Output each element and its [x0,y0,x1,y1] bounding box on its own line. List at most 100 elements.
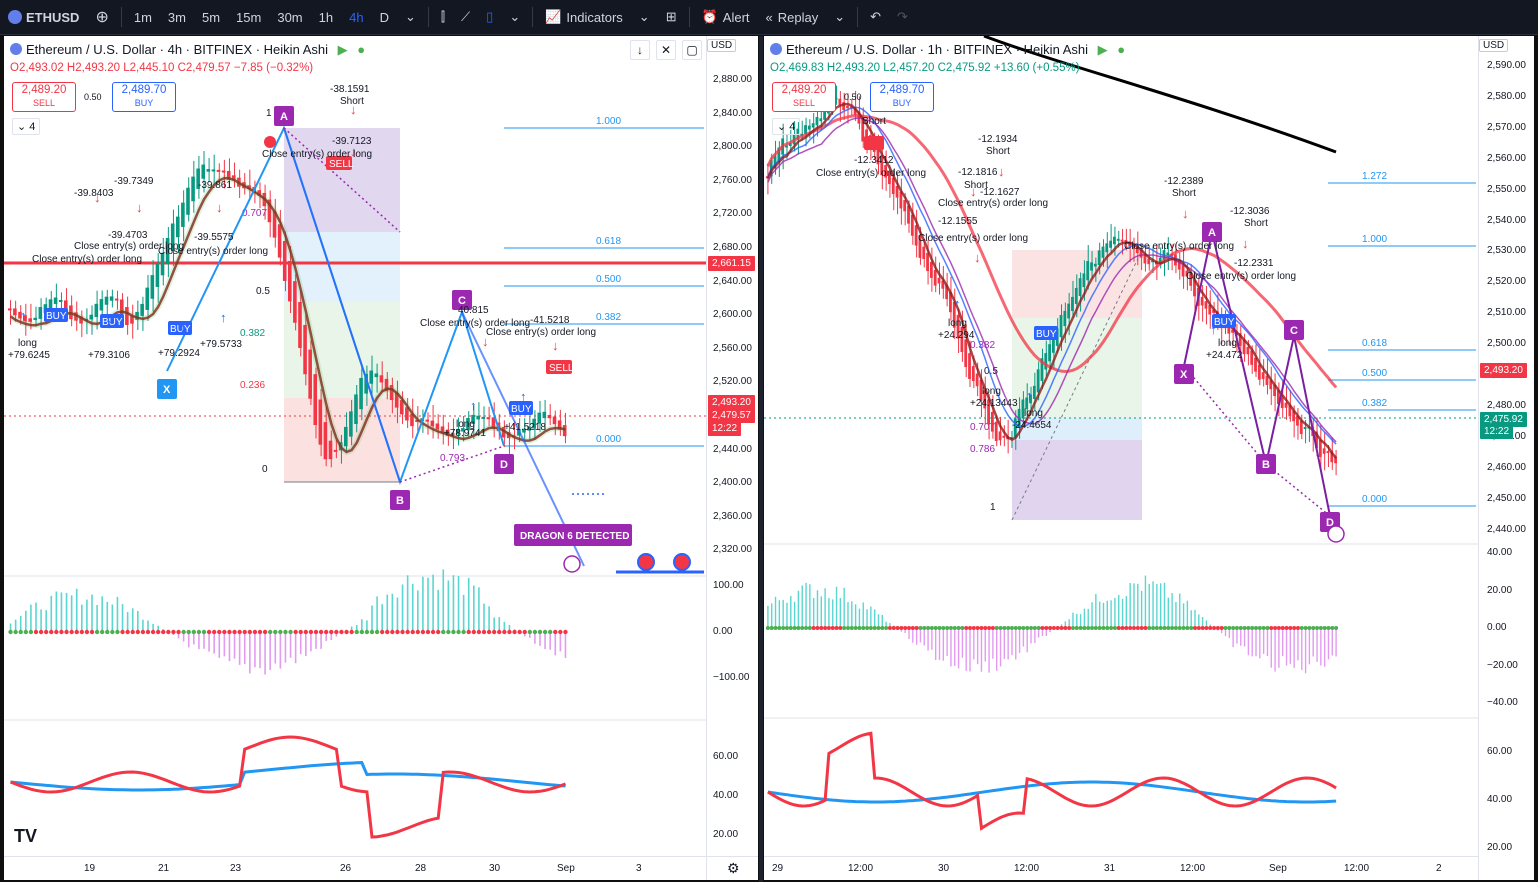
left-time-axis[interactable]: 19 21 23 26 28 30 Sep 3 [4,856,706,880]
indicators-collapse-toggle[interactable]: ⌄ 4 [12,118,41,135]
candle-body [1044,353,1048,370]
fib-level-label: 0.382 [1362,398,1387,409]
buy-arrow-icon: ↑ [1210,322,1217,337]
interval-3m[interactable]: 3m [167,9,186,25]
price-tick-label: 2,460.00 [1487,461,1526,473]
candle-body [557,420,562,430]
momentum-dot [1265,626,1270,630]
right-chart-pane[interactable]: 1.272 1.000 0.618 0.500 0.382 0.000 0.382 0.707… [764,36,1534,880]
axis-settings-button[interactable]: ⚙ [706,856,758,880]
bars-icon: ⫿ [440,9,446,24]
momentum-dot [1257,626,1262,630]
currency-selector[interactable]: USD [707,39,737,52]
buy-button[interactable]: 2,489.70 BUY [870,82,934,112]
momentum-dot [1170,626,1175,630]
line-style-button[interactable]: ⟋ [453,0,478,34]
buy-button[interactable]: 2,489.70 BUY [112,82,176,112]
undo-button[interactable]: ↶ [862,0,889,34]
trade-annotation: -12.2331 [1234,258,1274,269]
sell-arrow-icon: ↓ [216,200,223,215]
trade-annotation: -41.5218 [530,315,570,326]
fib-level-label: 0.500 [596,274,621,285]
candle-body [1059,314,1063,338]
symbol-search[interactable]: ETHUSD [0,0,87,34]
momentum-dot [186,629,191,635]
momentum-dot [845,626,850,630]
pane-divider[interactable] [759,36,763,882]
indicators-button[interactable]: 📈 Indicators [537,0,631,34]
candle-body [58,300,63,303]
chevron-down-icon: ⌄ [834,9,846,24]
candle-body [994,421,998,442]
candle-body [94,303,99,318]
lightning-event-icon [1327,525,1345,543]
fib-zone-blue [1012,418,1142,440]
trade-annotation: -39.5575 [194,232,234,243]
maximize-pane-button[interactable]: ▢ [682,40,702,60]
momentum-dot [1013,626,1018,630]
interval-1m[interactable]: 1m [133,9,152,25]
momentum-dot [1147,626,1152,630]
momentum-dot [1322,626,1327,630]
interval-d[interactable]: D [379,9,389,25]
close-pane-button[interactable]: ✕ [656,40,676,60]
candle-body [328,440,333,460]
left-chart-pane[interactable]: 1.000 0.618 0.500 0.382 0.000 1 0.5 0.382 0.236 0… [4,36,758,880]
left-price-axis[interactable]: USD 2,880.00 2,840.00 2,800.00 2,760.00 2,72… [706,36,758,880]
momentum-dot [410,629,415,635]
momentum-dot [466,629,471,635]
replay-dropdown[interactable]: ⌄ [826,0,853,34]
sell-button[interactable]: 2,489.20 SELL [12,82,76,112]
buy-signal-tag [100,314,124,328]
indicators-collapse-toggle[interactable]: ⌄ 4 [772,118,801,135]
alert-button[interactable]: ⏰ Alert [694,0,758,34]
intervals-dropdown[interactable]: ⌄ [397,0,424,34]
interval-30m[interactable]: 30m [277,9,303,25]
momentum-dot [1238,626,1243,630]
interval-15m[interactable]: 15m [236,9,262,25]
candle-body [23,315,27,322]
momentum-dot [379,629,385,635]
momentum-dot [872,626,877,630]
interval-1h[interactable]: 1h [318,9,334,25]
compare-symbol-button[interactable]: ⊕ [87,0,116,34]
momentum-dot [420,629,426,635]
momentum-dot [1246,626,1251,630]
pattern-point-label: C [458,295,466,307]
scroll-down-button[interactable]: ↓ [630,40,650,60]
trade-annotation: -39.7123 [332,136,372,147]
candle-body [861,117,865,142]
right-chart-canvas[interactable]: 1.272 1.000 0.618 0.500 0.382 0.000 0.382 0.707… [764,36,1478,856]
rsi-signal-line [767,780,1337,804]
candle-body [1238,333,1242,346]
interval-4h[interactable]: 4h [349,9,364,25]
momentum-dot [1204,626,1209,630]
left-chart-canvas[interactable]: 1.0000.6180.5000.3820.00010.50.3820.2360… [4,36,706,856]
candle-style-button[interactable]: ▯ [478,0,501,34]
right-price-axis[interactable]: USD 2,590.00 2,580.00 2,570.00 2,560.00 2,55… [1478,36,1534,880]
momentum-dot [461,629,466,635]
chart-style-dropdown[interactable]: ⌄ [501,0,528,34]
layouts-button[interactable]: ⊞ [658,0,685,34]
sell-button[interactable]: 2,489.20 SELL [772,82,836,112]
price-tick-label: 2,500.00 [1487,338,1526,350]
redo-button[interactable]: ↷ [889,0,916,34]
ohlc-high: H2,493.20 [66,62,120,74]
candle-body [819,118,823,122]
currency-selector[interactable]: USD [1479,39,1509,52]
bar-style-button[interactable]: ⫿ [433,0,453,34]
dragon-detected-text: DRAGON 6 DETECTED [520,531,629,542]
trade-annotation: long [1218,338,1237,349]
momentum-dot [880,626,885,630]
replay-button[interactable]: « Replay [758,0,827,34]
candle-body [140,303,144,316]
candle-body [1330,451,1334,463]
right-time-axis[interactable]: 29 12:00 30 12:00 31 12:00 Sep 12:00 2 [764,856,1478,880]
candle-body [466,418,470,430]
interval-5m[interactable]: 5m [201,9,221,25]
trade-annotation: +79.3106 [88,350,130,361]
buy-label: BUY [134,98,154,108]
indicators-dropdown[interactable]: ⌄ [631,0,658,34]
trade-annotation: +79.2924 [158,348,200,359]
momentum-dot [804,626,809,630]
